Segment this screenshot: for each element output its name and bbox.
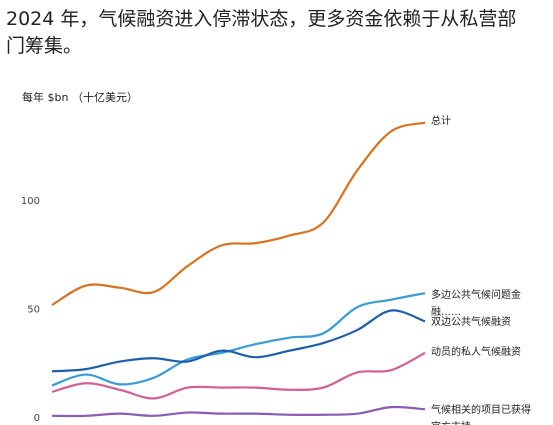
series-line [51,121,426,307]
legend-label: 多边公共气候问题金融…… [431,290,521,318]
series-line [51,309,426,373]
y-axis-label: 每年 $bn （十亿美元） [22,91,138,104]
legend-label: 总计 [431,116,451,127]
series-line [51,405,426,418]
legend-label: 双边公共气候融资 [431,317,511,328]
legend-label: 动员的私人气候融资 [431,347,521,358]
series-line [51,292,426,387]
chart-title: 2024 年，气候融资进入停滞状态，更多资金依赖于从私营部门筹集。 [6,8,517,57]
series-line [51,351,426,400]
y-tick-label: 0 [34,413,40,424]
legend-label: 气候相关的项目已获得官方支持…… [431,405,531,425]
y-tick-label: 100 [21,196,40,207]
y-tick-label: 50 [27,304,40,315]
